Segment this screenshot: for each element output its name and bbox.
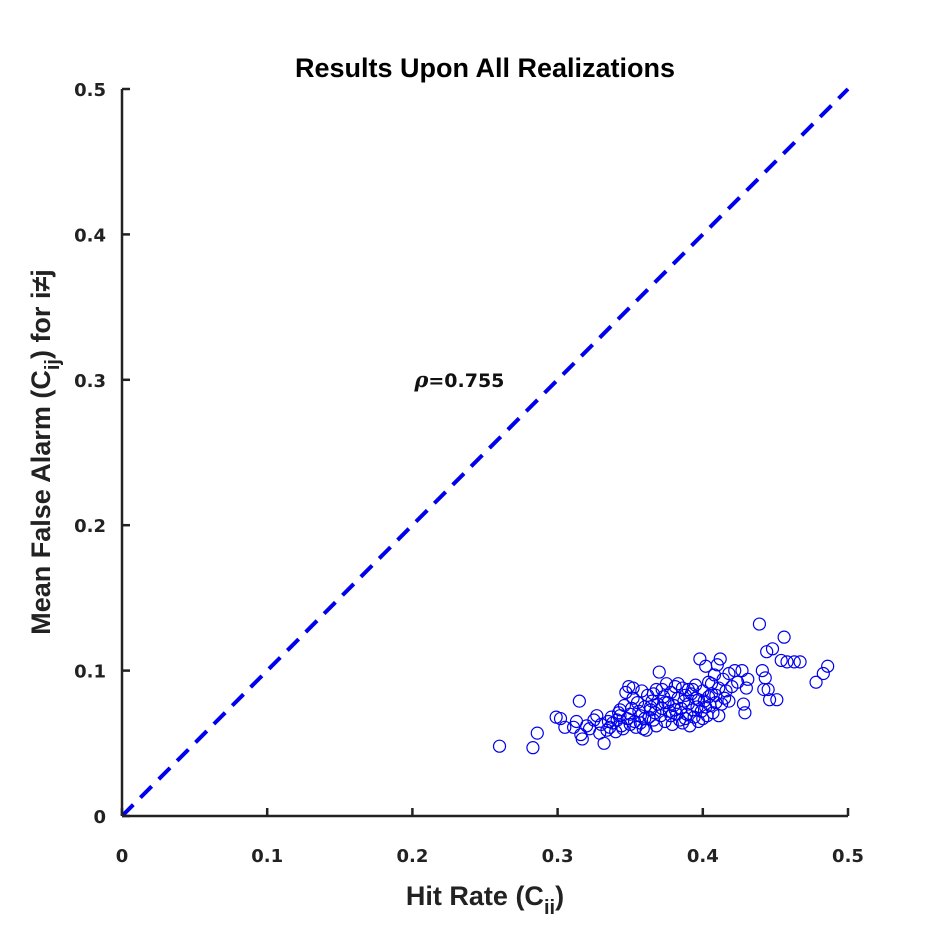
y-tick-label: 0 [93,807,106,828]
scatter-points [492,617,835,755]
data-point [787,655,801,669]
y-tick-label: 0.4 [74,225,106,246]
data-point [492,739,507,753]
data-point [572,694,586,708]
data-point [606,716,620,730]
rho-symbol: ρ [413,367,429,392]
data-point [613,709,627,723]
data-point [816,666,830,681]
data-point [675,716,690,730]
data-point [652,665,666,679]
data-point [765,642,780,656]
data-point [626,681,640,695]
data-point [633,709,647,723]
data-point [702,690,716,704]
data-point [755,663,769,678]
data-point [712,681,726,695]
data-point [691,714,706,729]
data-point [636,722,650,736]
data-point [686,682,700,697]
data-point [646,687,661,701]
data-point [530,726,544,740]
correlation-annotation: ρ=0.755 [413,367,504,392]
x-axis-label-main: Hit Rate (C [406,881,544,911]
data-point [587,713,601,727]
data-point [770,693,784,707]
y-tick-label: 0.2 [74,516,106,537]
data-point [707,668,722,682]
x-tick-label: 0 [116,846,129,867]
data-point [777,630,791,644]
data-point [553,711,568,726]
data-point [655,682,669,697]
x-axis-label-subscript: ii [544,897,555,919]
data-point [688,691,703,705]
axes: 0 0.1 0.2 0.3 0.4 0.5 0 0.1 0.2 0.3 0.4 0.5 [74,80,864,867]
x-tick-label: 0.2 [396,846,428,867]
data-point [671,677,685,691]
data-point [761,682,775,697]
x-tick-label: 0.1 [251,846,283,867]
data-point [809,675,823,689]
x-axis-label-end: ) [555,881,564,911]
data-point [558,720,572,734]
data-point [793,655,807,669]
data-point [821,659,835,673]
data-point [762,693,777,707]
data-point [638,711,652,726]
y-tick-label: 0.3 [74,371,106,392]
data-point [526,741,540,755]
data-point [735,663,749,678]
y-axis-label: Mean False Alarm (Cij) for i≠j [26,269,64,635]
data-point [713,652,727,666]
y-axis-label-main: Mean False Alarm (C [26,370,56,635]
data-point [678,711,692,726]
x-tick-label: 0.5 [832,846,864,867]
y-tick-label: 0.1 [74,662,106,683]
reference-diagonal-line [120,87,850,818]
data-point [739,681,753,695]
data-point [704,677,719,691]
data-point [658,695,672,710]
data-point [649,719,663,733]
data-point [664,709,678,723]
x-tick-label: 0.3 [542,846,574,867]
data-point [736,697,751,711]
y-axis-label-end: ) for i≠j [26,269,56,359]
x-axis-label: Hit Rate (Cii) [406,881,564,919]
data-point [649,682,663,697]
data-point [741,672,755,686]
data-point [623,717,637,731]
data-point [681,682,695,697]
data-point [774,653,788,668]
data-point [696,711,710,726]
data-point [623,707,637,721]
correlation-value: =0.755 [428,370,504,392]
data-point [575,732,589,746]
data-point [597,736,611,750]
y-tick-label: 0.5 [74,80,106,101]
data-point [780,655,794,669]
x-tick-label: 0.4 [687,846,719,867]
data-point [643,700,658,714]
data-point [738,706,752,720]
y-axis-label-subscript: ij [42,359,64,370]
data-point [722,694,736,708]
data-point [683,719,697,733]
data-point [630,695,645,710]
data-point [712,709,726,723]
chart-title: Results Upon All Realizations [295,53,675,83]
data-point [717,691,732,705]
data-point [758,671,772,685]
data-point [590,709,604,723]
data-point [626,691,640,705]
data-point [752,617,767,631]
